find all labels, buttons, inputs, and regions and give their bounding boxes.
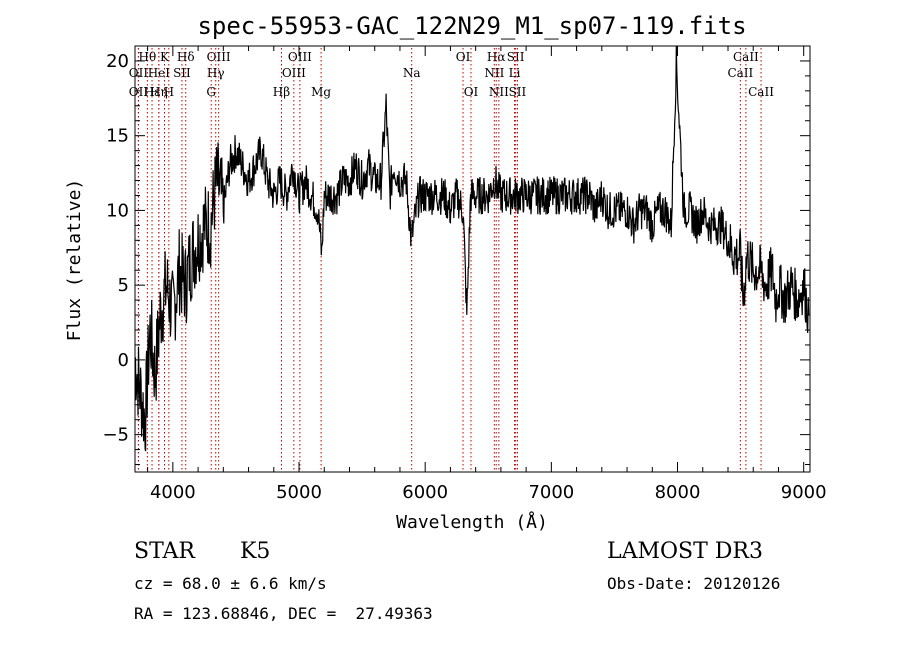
marker-label: OI xyxy=(464,85,479,99)
marker-label: K xyxy=(160,50,170,64)
x-axis-label: Wavelength (Å) xyxy=(396,511,548,533)
survey-name: LAMOST DR3 xyxy=(607,539,763,564)
spectrum-line xyxy=(134,45,810,452)
object-class: STAR xyxy=(134,539,195,564)
marker-label: NII xyxy=(484,66,504,80)
marker-label: H xyxy=(164,85,174,99)
marker-label: HeI xyxy=(148,66,171,80)
marker-label: OII xyxy=(129,85,149,99)
marker-label: SII xyxy=(507,50,525,64)
marker-label: OIII xyxy=(288,50,312,64)
marker-label: Hγ xyxy=(207,66,225,80)
marker-label: Mg xyxy=(311,85,331,99)
y-axis-label: Flux (relative) xyxy=(64,179,85,342)
marker-label: G xyxy=(206,85,216,99)
marker-label: CaII xyxy=(733,50,759,64)
x-tick-label: 9000 xyxy=(781,482,827,503)
x-tick-label: 6000 xyxy=(402,482,448,503)
marker-label: SII xyxy=(509,85,527,99)
x-tick-label: 7000 xyxy=(528,482,574,503)
x-tick-label: 4000 xyxy=(150,482,196,503)
marker-label: Hβ xyxy=(273,85,290,99)
redshift-value: cz = 68.0 ± 6.6 km/s xyxy=(134,574,327,593)
plot-axes: 4000 5000 6000 7000 8000 9000 −5 0 5 10 15 20 xyxy=(102,45,827,503)
y-tick-label: 0 xyxy=(118,350,129,371)
x-tick-label: 8000 xyxy=(655,482,701,503)
marker-label: Hα xyxy=(487,50,506,64)
spectral-subclass: K5 xyxy=(240,539,271,564)
chart-title: spec-55953-GAC_122N29_M1_sp07-119.fits xyxy=(197,12,746,40)
y-tick-label: 20 xyxy=(106,51,129,72)
coordinates: RA = 123.68846, DEC = 27.49363 xyxy=(134,604,433,623)
marker-label: Hδ xyxy=(177,50,195,64)
y-tick-label: 15 xyxy=(106,126,129,147)
plot-frame xyxy=(134,45,811,473)
y-tick-label: 10 xyxy=(106,200,129,221)
x-tick-label: 5000 xyxy=(276,482,322,503)
marker-label: OI xyxy=(456,50,471,64)
y-tick-label: 5 xyxy=(118,275,129,296)
marker-label: CaII xyxy=(727,66,753,80)
observation-date: Obs-Date: 20120126 xyxy=(607,574,781,593)
y-tick-label: −5 xyxy=(102,425,129,446)
marker-label: OIII xyxy=(207,50,231,64)
marker-label: Li xyxy=(509,66,521,80)
marker-label: CaII xyxy=(748,85,774,99)
marker-label: Na xyxy=(403,66,421,80)
marker-label: SII xyxy=(173,66,191,80)
marker-label: Hθ xyxy=(139,50,157,64)
marker-label: Hε xyxy=(144,85,161,99)
marker-label: OIII xyxy=(282,66,306,80)
marker-label: NII xyxy=(489,85,509,99)
